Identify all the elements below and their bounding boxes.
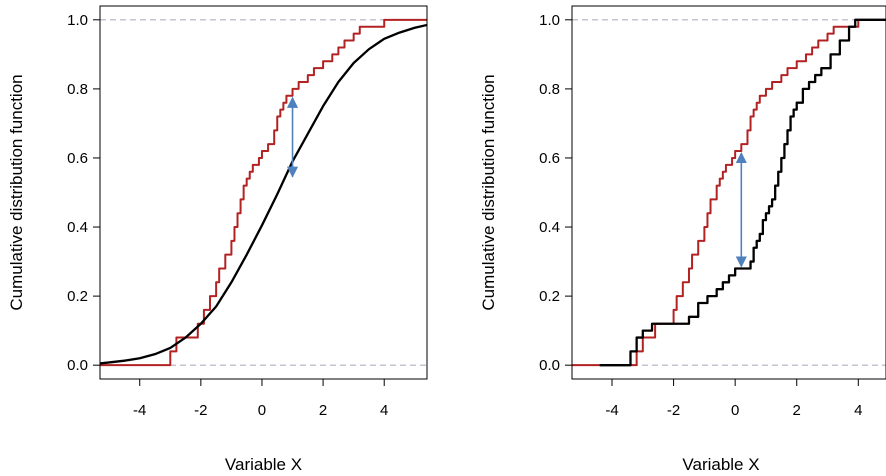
series-sample_ecdf	[100, 18, 427, 367]
x-tick-label: 2	[319, 402, 327, 419]
x-tick-label: 0	[258, 402, 266, 419]
series-sample_2_ecdf	[599, 18, 886, 367]
series-theoretical_cdf	[100, 23, 427, 365]
right-panel-two-sample-ecdfs: 0.0 0.2 0.4 0.6 0.8 1.0 -4 -2 0 2 4 Variable X Cumul…	[479, 5, 886, 474]
x-tick-label: 4	[854, 402, 862, 419]
y-tick-label: 0.0	[67, 357, 88, 374]
x-tick-label: -4	[605, 402, 618, 419]
y-tick-label: 0.6	[67, 150, 88, 167]
x-tick-label: 0	[731, 402, 739, 419]
y-tick-label: 0.0	[539, 357, 560, 374]
x-tick-label: 4	[380, 402, 388, 419]
y-tick-label: 0.2	[67, 288, 88, 305]
x-axis-label: Variable X	[682, 455, 759, 474]
y-tick-label: 0.8	[67, 81, 88, 98]
y-axis-label: Cumulative distribution function	[7, 74, 26, 310]
plot-frame	[571, 5, 886, 380]
series-sample_1_ecdf	[572, 18, 886, 367]
x-tick-label: -2	[667, 402, 680, 419]
y-axis-label: Cumulative distribution function	[479, 74, 498, 310]
y-tick-label: 1.0	[539, 12, 560, 29]
plot-frame	[99, 5, 428, 380]
y-tick-label: 0.2	[539, 288, 560, 305]
y-tick-label: 0.4	[539, 219, 560, 236]
x-axis-label: Variable X	[225, 455, 302, 474]
y-tick-label: 0.8	[539, 81, 560, 98]
left-panel-ecdf-vs-theoretical-cdf: 0.0 0.2 0.4 0.6 0.8 1.0 -4 -2 0 2 4 Variable X Cumul…	[7, 5, 428, 474]
y-tick-label: 1.0	[67, 12, 88, 29]
y-tick-label: 0.4	[67, 219, 88, 236]
x-tick-label: 2	[793, 402, 801, 419]
x-tick-label: -4	[133, 402, 146, 419]
y-tick-label: 0.6	[539, 150, 560, 167]
x-tick-label: -2	[194, 402, 207, 419]
